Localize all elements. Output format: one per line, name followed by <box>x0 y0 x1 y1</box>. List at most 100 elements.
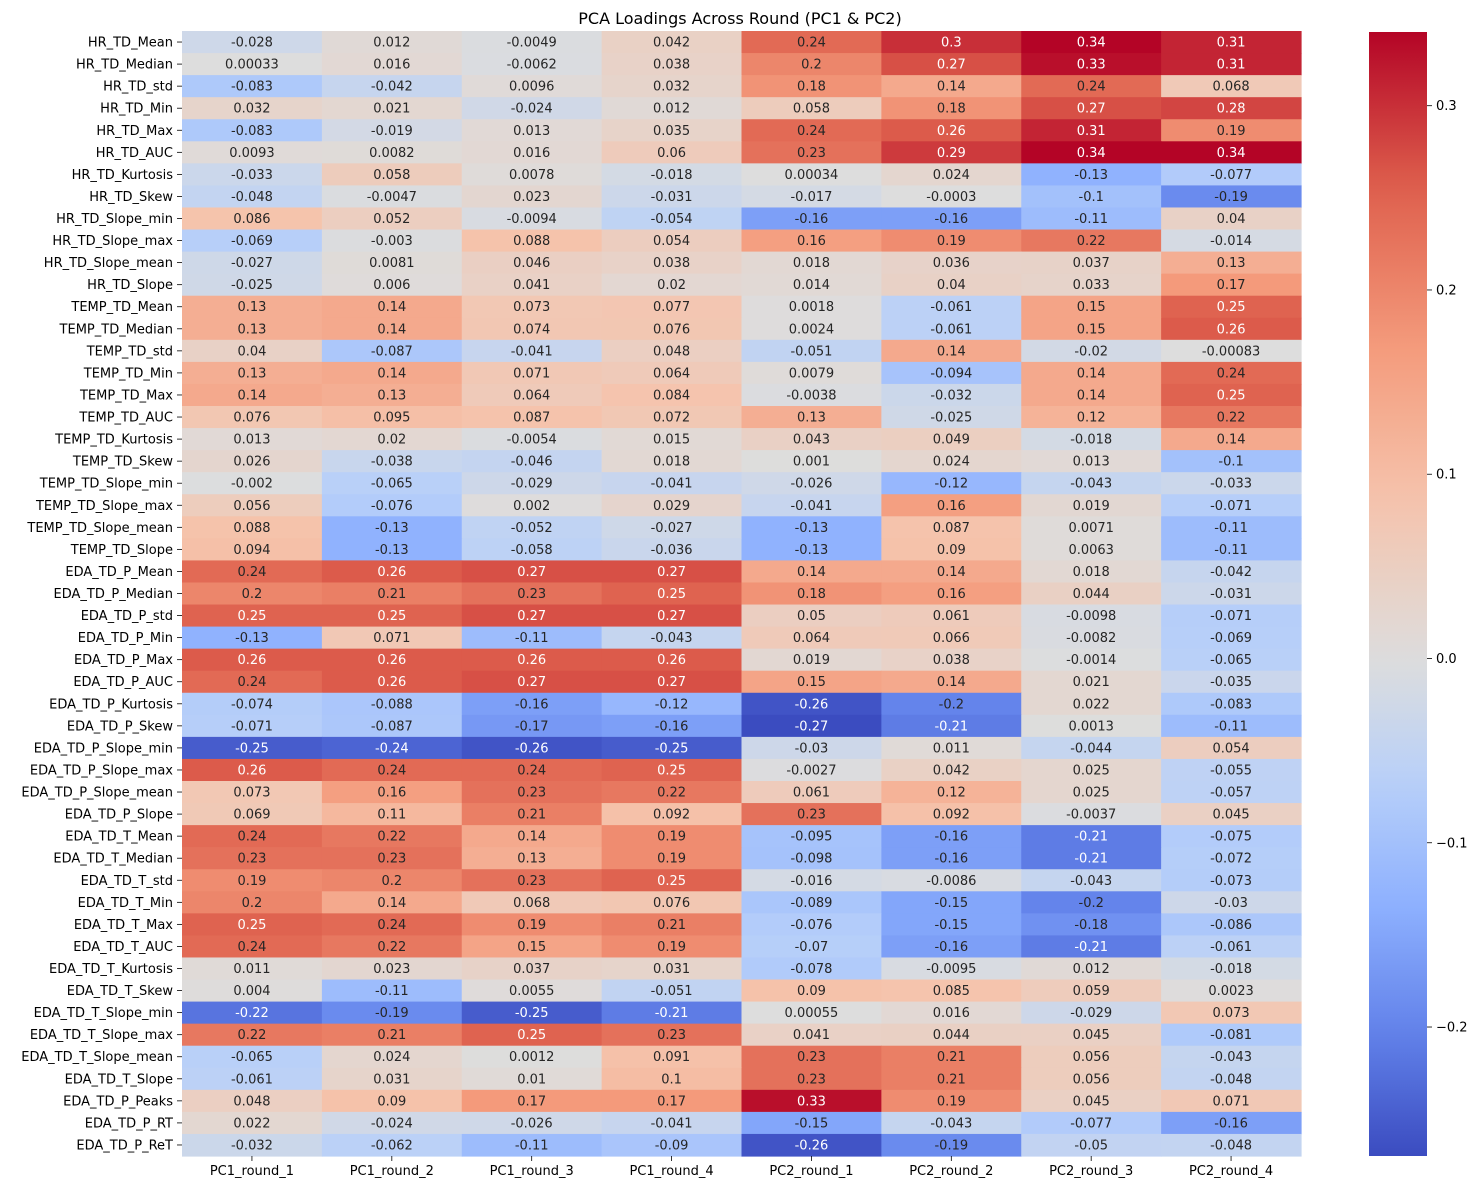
cell-value-label: 0.058 <box>793 102 830 117</box>
heatmap-cell <box>461 163 603 187</box>
heatmap-cell <box>741 781 882 804</box>
heatmap-cell <box>1161 758 1302 782</box>
column-label-pc1-round-3: PC1_round_3 <box>490 1164 574 1179</box>
cell-value-label: 0.22 <box>1217 411 1246 426</box>
cell-value-label: 0.077 <box>653 300 690 315</box>
cell-value-label: 0.025 <box>1073 786 1110 801</box>
heatmap-cell <box>1021 714 1162 738</box>
cell-value-label: 0.031 <box>373 1072 410 1087</box>
cell-value-label: 0.023 <box>513 190 550 205</box>
heatmap-cell <box>321 251 463 275</box>
cell-value-label: 0.14 <box>937 344 966 359</box>
cell-value-label: -0.031 <box>651 190 693 205</box>
cell-value-label: 0.29 <box>937 146 966 161</box>
heatmap-cell <box>1021 957 1162 981</box>
cell-value-label: 0.013 <box>1073 455 1110 470</box>
cell-value-label: 0.14 <box>1077 388 1106 403</box>
row-label-temp-td-slope-mean: TEMP_TD_Slope_mean <box>26 521 173 536</box>
heatmap-cell <box>182 714 323 738</box>
heatmap-cell <box>1161 317 1302 341</box>
cell-value-label: 0.26 <box>377 653 406 668</box>
heatmap-cell <box>182 648 323 672</box>
heatmap-cell <box>741 913 882 937</box>
heatmap-cell <box>182 1067 323 1091</box>
heatmap-cell <box>1161 781 1302 804</box>
cell-value-label: -0.041 <box>511 344 553 359</box>
colorbar-tick-label: 0.0 <box>1436 652 1457 667</box>
cell-value-label: 0.19 <box>937 234 966 249</box>
cell-value-label: -0.027 <box>231 256 273 271</box>
heatmap-cell <box>881 97 1022 120</box>
heatmap-cell <box>741 582 882 606</box>
cell-value-label: -0.12 <box>655 697 689 712</box>
heatmap-cell <box>601 97 743 120</box>
heatmap-cell <box>182 670 323 694</box>
heatmap-cell <box>1021 825 1162 848</box>
cell-value-label: 0.2 <box>242 587 263 602</box>
heatmap-cell <box>1021 1067 1162 1091</box>
heatmap-cell <box>321 295 463 319</box>
heatmap-cell <box>182 295 323 319</box>
heatmap-cell <box>461 736 603 760</box>
heatmap-cell <box>321 626 463 650</box>
heatmap-cell <box>321 207 463 231</box>
cell-value-label: -0.11 <box>515 1138 549 1153</box>
heatmap-cell <box>461 538 603 562</box>
heatmap-cell <box>321 229 463 253</box>
cell-value-label: -0.061 <box>1210 940 1252 955</box>
cell-value-label: 0.2 <box>801 58 822 73</box>
cell-value-label: -0.0049 <box>507 36 557 51</box>
heatmap-cell <box>321 1001 463 1025</box>
heatmap-cell <box>1021 560 1162 584</box>
cell-value-label: 0.029 <box>653 499 690 514</box>
row-label-eda-td-t-slope-min: EDA_TD_T_Slope_min <box>34 1006 173 1021</box>
heatmap-cell <box>1021 406 1162 429</box>
row-label-temp-td-min: TEMP_TD_Min <box>83 366 173 381</box>
cell-value-label: 0.001 <box>793 455 830 470</box>
cell-value-label: -0.26 <box>515 741 549 756</box>
cell-value-label: 0.22 <box>1077 234 1106 249</box>
row-label-eda-td-t-skew: EDA_TD_T_Skew <box>67 984 174 999</box>
heatmap-cell <box>182 1133 323 1157</box>
cell-value-label: -0.16 <box>934 830 968 845</box>
heatmap-cell <box>321 1067 463 1091</box>
heatmap-cell <box>1161 604 1302 628</box>
heatmap-cell <box>1161 119 1302 142</box>
cell-value-label: -0.21 <box>1074 830 1108 845</box>
cell-value-label: 0.14 <box>517 830 546 845</box>
cell-value-label: -0.17 <box>515 719 549 734</box>
cell-value-label: 0.26 <box>937 124 966 139</box>
cell-value-label: 0.25 <box>1217 388 1246 403</box>
heatmap-cell <box>1021 847 1162 870</box>
cell-value-label: -0.00083 <box>1202 344 1260 359</box>
heatmap-cell <box>182 1089 323 1113</box>
cell-value-label: -0.2 <box>939 697 964 712</box>
heatmap-cell <box>741 736 882 760</box>
heatmap-cell <box>881 75 1022 98</box>
heatmap-cell <box>601 781 743 804</box>
cell-value-label: 0.25 <box>657 874 686 889</box>
heatmap-cell <box>741 1089 882 1113</box>
heatmap-cell <box>881 803 1022 826</box>
cell-value-label: -0.11 <box>1074 212 1108 227</box>
heatmap-cell <box>1161 141 1302 164</box>
heatmap-cell <box>1161 891 1302 914</box>
cell-value-label: 0.15 <box>517 940 546 955</box>
cell-value-label: 0.14 <box>377 322 406 337</box>
cell-value-label: -0.16 <box>655 719 689 734</box>
cell-value-label: -0.042 <box>371 80 413 95</box>
heatmap-cell <box>601 736 743 760</box>
heatmap-cell <box>321 560 463 584</box>
heatmap-cell <box>182 383 323 407</box>
heatmap-cell <box>1161 450 1302 473</box>
heatmap-cell <box>601 295 743 319</box>
cell-value-label: 0.037 <box>1073 256 1110 271</box>
heatmap-cell <box>741 295 882 319</box>
cell-value-label: -0.054 <box>651 212 693 227</box>
heatmap-cell <box>881 251 1022 275</box>
cell-value-label: 0.23 <box>517 786 546 801</box>
heatmap-cell <box>321 383 463 407</box>
heatmap-cell <box>601 406 743 429</box>
cell-value-label: -0.19 <box>934 1138 968 1153</box>
heatmap-cell <box>461 450 603 473</box>
